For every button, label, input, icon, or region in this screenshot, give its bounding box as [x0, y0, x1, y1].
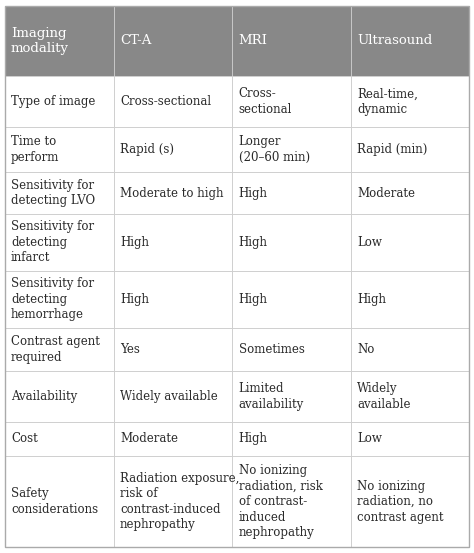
Text: Contrast agent
required: Contrast agent required	[11, 336, 100, 364]
Bar	[232, 213, 351, 271]
Text: Yes: Yes	[120, 343, 140, 356]
Text: Cross-
sectional: Cross- sectional	[238, 87, 292, 116]
Text: Rapid (min): Rapid (min)	[357, 143, 428, 156]
Text: High: High	[357, 293, 386, 306]
Text: Cross-sectional: Cross-sectional	[120, 95, 211, 108]
Bar	[351, 422, 469, 456]
Bar	[351, 6, 469, 76]
Text: High: High	[238, 432, 267, 445]
Bar	[114, 76, 232, 127]
Bar	[232, 76, 351, 127]
Text: High: High	[238, 186, 267, 200]
Bar	[5, 173, 114, 213]
Bar	[114, 213, 232, 271]
Bar	[5, 422, 114, 456]
Text: Sensitivity for
detecting LVO: Sensitivity for detecting LVO	[11, 179, 95, 207]
Bar	[351, 372, 469, 422]
Text: Widely
available: Widely available	[357, 382, 410, 411]
Text: No ionizing
radiation, no
contrast agent: No ionizing radiation, no contrast agent	[357, 480, 444, 524]
Text: Imaging
modality: Imaging modality	[11, 27, 69, 55]
Text: High: High	[120, 236, 149, 249]
Bar	[232, 422, 351, 456]
Bar	[5, 372, 114, 422]
Text: Moderate to high: Moderate to high	[120, 186, 224, 200]
Text: CT-A: CT-A	[120, 34, 151, 48]
Bar	[114, 6, 232, 76]
Bar	[5, 271, 114, 328]
Bar	[5, 456, 114, 547]
Bar	[114, 328, 232, 372]
Bar	[351, 328, 469, 372]
Text: Low: Low	[357, 236, 382, 249]
Bar	[351, 173, 469, 213]
Bar	[5, 213, 114, 271]
Text: Safety
considerations: Safety considerations	[11, 488, 98, 516]
Bar	[351, 213, 469, 271]
Text: Moderate: Moderate	[120, 432, 178, 445]
Text: Time to
perform: Time to perform	[11, 135, 59, 164]
Text: Ultrasound: Ultrasound	[357, 34, 432, 48]
Bar	[232, 271, 351, 328]
Bar	[232, 6, 351, 76]
Text: Real-time,
dynamic: Real-time, dynamic	[357, 87, 418, 116]
Bar	[114, 127, 232, 173]
Text: Type of image: Type of image	[11, 95, 95, 108]
Text: Limited
availability: Limited availability	[238, 382, 304, 411]
Text: High: High	[120, 293, 149, 306]
Text: Sensitivity for
detecting
infarct: Sensitivity for detecting infarct	[11, 220, 94, 264]
Bar	[232, 372, 351, 422]
Text: Moderate: Moderate	[357, 186, 415, 200]
Text: Widely available: Widely available	[120, 390, 218, 403]
Text: Sometimes: Sometimes	[238, 343, 304, 356]
Bar	[5, 328, 114, 372]
Bar	[351, 456, 469, 547]
Bar	[5, 6, 114, 76]
Bar	[5, 127, 114, 173]
Text: Rapid (s): Rapid (s)	[120, 143, 174, 156]
Bar	[351, 127, 469, 173]
Bar	[114, 422, 232, 456]
Bar	[114, 456, 232, 547]
Bar	[114, 271, 232, 328]
Text: Cost: Cost	[11, 432, 37, 445]
Text: Longer
(20–60 min): Longer (20–60 min)	[238, 135, 310, 164]
Text: MRI: MRI	[238, 34, 267, 48]
Bar	[232, 173, 351, 213]
Bar	[351, 76, 469, 127]
Text: Radiation exposure,
risk of
contrast-induced
nephropathy: Radiation exposure, risk of contrast-ind…	[120, 472, 239, 531]
Bar	[232, 328, 351, 372]
Text: No: No	[357, 343, 374, 356]
Text: No ionizing
radiation, risk
of contrast-
induced
nephropathy: No ionizing radiation, risk of contrast-…	[238, 464, 322, 539]
Bar	[232, 127, 351, 173]
Bar	[114, 173, 232, 213]
Bar	[351, 271, 469, 328]
Bar	[114, 372, 232, 422]
Bar	[232, 456, 351, 547]
Text: Low: Low	[357, 432, 382, 445]
Text: Sensitivity for
detecting
hemorrhage: Sensitivity for detecting hemorrhage	[11, 278, 94, 321]
Text: Availability: Availability	[11, 390, 77, 403]
Bar	[5, 76, 114, 127]
Text: High: High	[238, 293, 267, 306]
Text: High: High	[238, 236, 267, 249]
